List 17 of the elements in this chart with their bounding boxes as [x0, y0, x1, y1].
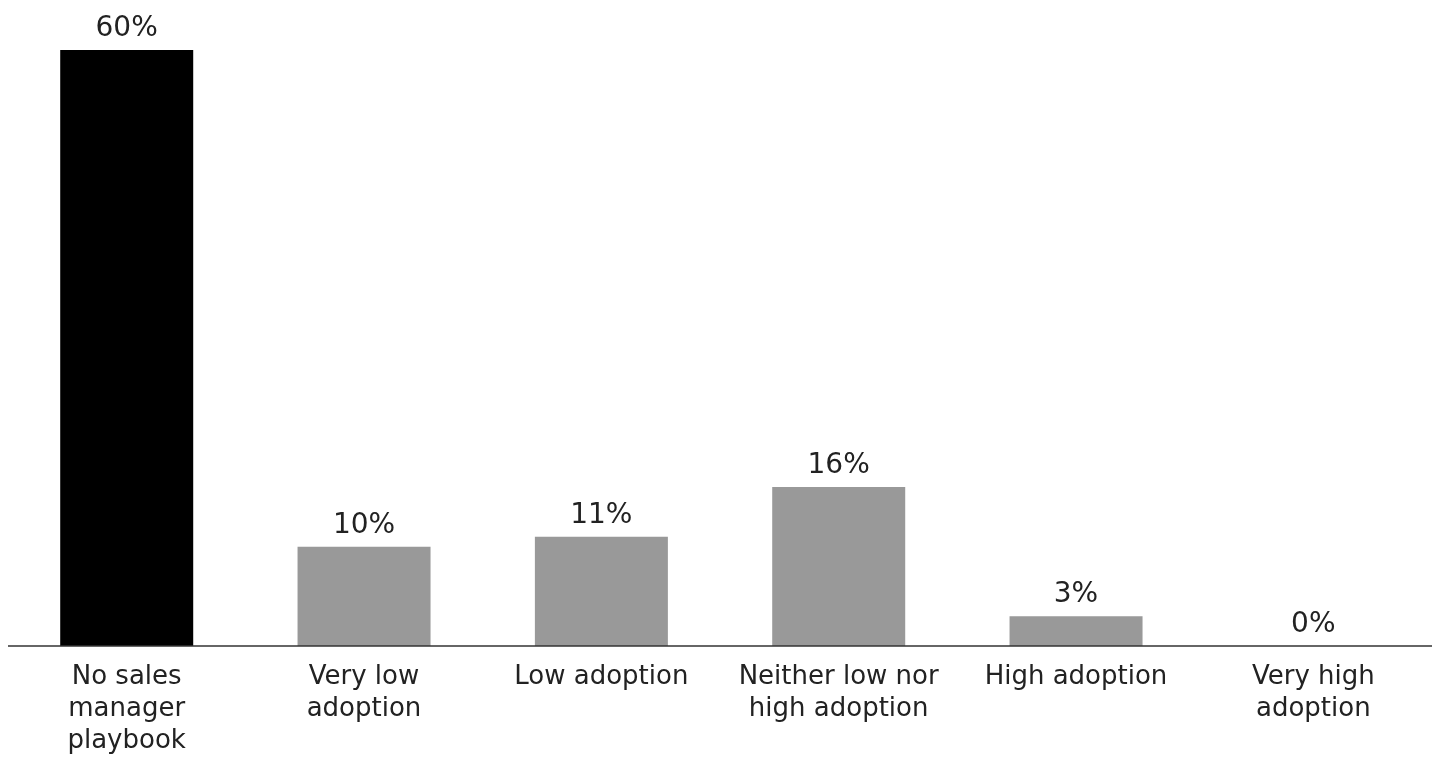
x-tick-label: Very high adoption — [1251, 660, 1375, 722]
bar — [534, 536, 668, 646]
x-tick-label: Neither low nor high adoption — [738, 660, 939, 722]
bar — [1009, 616, 1143, 646]
x-tick-label: Very low adoption — [306, 660, 422, 722]
bar — [297, 546, 431, 646]
bar — [772, 487, 906, 646]
x-tick-label: Low adoption — [514, 660, 689, 690]
data-label: 0% — [1291, 606, 1336, 639]
x-tick-label: No sales manager playbook — [67, 660, 186, 754]
x-tick-label: High adoption — [984, 660, 1168, 690]
data-label: 3% — [1053, 576, 1099, 610]
data-label: 60% — [95, 10, 158, 43]
bar — [60, 50, 194, 646]
data-label: 16% — [807, 447, 870, 481]
data-label: 11% — [570, 496, 633, 530]
data-label: 10% — [332, 506, 396, 540]
